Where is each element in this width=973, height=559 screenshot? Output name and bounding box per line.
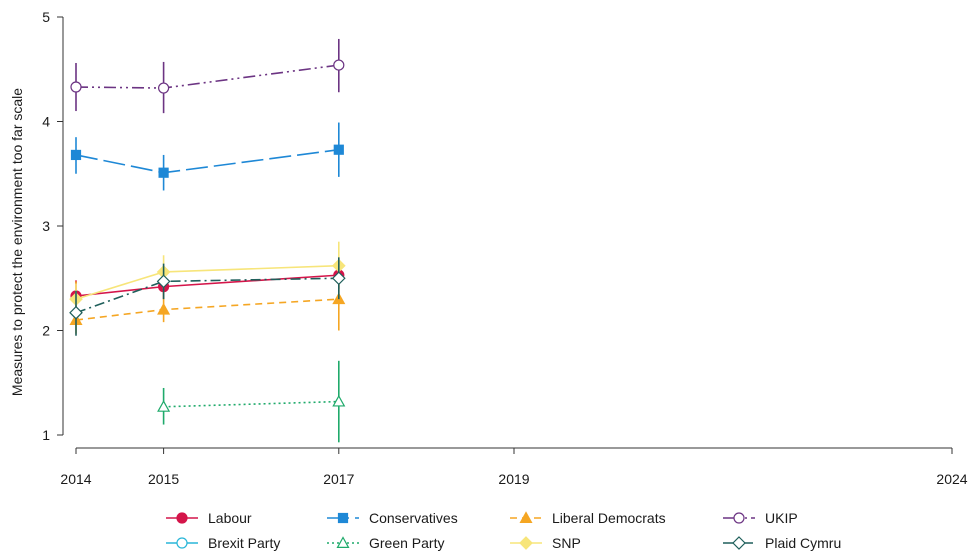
point-ukip — [333, 59, 345, 71]
point-conservatives — [70, 149, 82, 161]
legend-label-ukip: UKIP — [765, 510, 798, 526]
point-ukip — [158, 82, 170, 94]
series-line-green-party — [163, 400, 339, 408]
point-ukip — [70, 81, 82, 93]
legend-item-labour: Labour — [166, 510, 252, 526]
series-conservatives — [70, 122, 344, 191]
legend-label-green-party: Green Party — [369, 535, 444, 551]
y-tick-label: 2 — [42, 323, 50, 339]
y-tick-label: 5 — [42, 9, 50, 25]
point-plaid-cymru — [156, 274, 171, 289]
point-conservatives — [333, 144, 344, 155]
point-conservatives — [158, 167, 169, 178]
legend-marker-snp — [519, 536, 533, 550]
point-green-party — [332, 394, 346, 407]
legend-marker-ukip — [733, 512, 745, 524]
x-tick-label: 2017 — [323, 471, 354, 487]
legend-item-plaid-cymru: Plaid Cymru — [723, 535, 841, 551]
axes: 1 2 3 4 5 2014 2015 2017 2019 2024 — [42, 9, 968, 487]
series-line-plaid-cymru — [75, 277, 339, 314]
legend-marker-plaid-cymru — [732, 536, 746, 550]
legend: Labour Conservatives Liberal Democrats UKIP… — [166, 510, 841, 551]
series-line-ukip — [75, 64, 339, 89]
x-tick-label: 2014 — [60, 471, 91, 487]
legend-marker-conservatives — [337, 512, 349, 524]
series-line-conservatives — [75, 148, 339, 174]
y-tick-label: 3 — [42, 218, 50, 234]
legend-label-labour: Labour — [208, 510, 252, 526]
legend-item-green-party: Green Party — [327, 535, 444, 551]
legend-item-brexit-party: Brexit Party — [166, 535, 280, 551]
legend-item-liberal-democrats: Liberal Democrats — [510, 510, 666, 526]
y-axis-label: Measures to protect the environment too … — [9, 88, 25, 396]
legend-item-conservatives: Conservatives — [327, 510, 458, 526]
legend-label-snp: SNP — [552, 535, 581, 551]
legend-item-snp: SNP — [510, 535, 581, 551]
x-tick-label: 2019 — [498, 471, 529, 487]
point-liberal-democrats — [157, 302, 171, 315]
legend-marker-brexit-party — [176, 537, 188, 549]
y-tick-label: 1 — [42, 427, 50, 443]
legend-marker-liberal-democrats — [519, 511, 533, 524]
x-tick-label: 2015 — [148, 471, 179, 487]
series-layer — [69, 38, 346, 443]
series-green-party — [157, 360, 346, 443]
series-ukip — [70, 38, 345, 114]
legend-marker-labour — [176, 512, 188, 524]
legend-label-brexit-party: Brexit Party — [208, 535, 280, 551]
legend-label-conservatives: Conservatives — [369, 510, 458, 526]
series-line-liberal-democrats — [75, 298, 339, 321]
legend-label-plaid-cymru: Plaid Cymru — [765, 535, 841, 551]
series-line-snp — [75, 264, 339, 300]
point-plaid-cymru — [331, 271, 346, 286]
x-tick-label: 2024 — [936, 471, 967, 487]
point-green-party — [157, 400, 171, 412]
y-tick-label: 4 — [42, 114, 50, 130]
legend-item-ukip: UKIP — [723, 510, 798, 526]
series-snp — [69, 241, 346, 315]
legend-marker-green-party — [336, 536, 350, 549]
legend-label-liberal-democrats: Liberal Democrats — [552, 510, 666, 526]
series-plaid-cymru — [69, 257, 346, 336]
series-labour — [70, 261, 345, 312]
point-plaid-cymru — [69, 305, 83, 320]
